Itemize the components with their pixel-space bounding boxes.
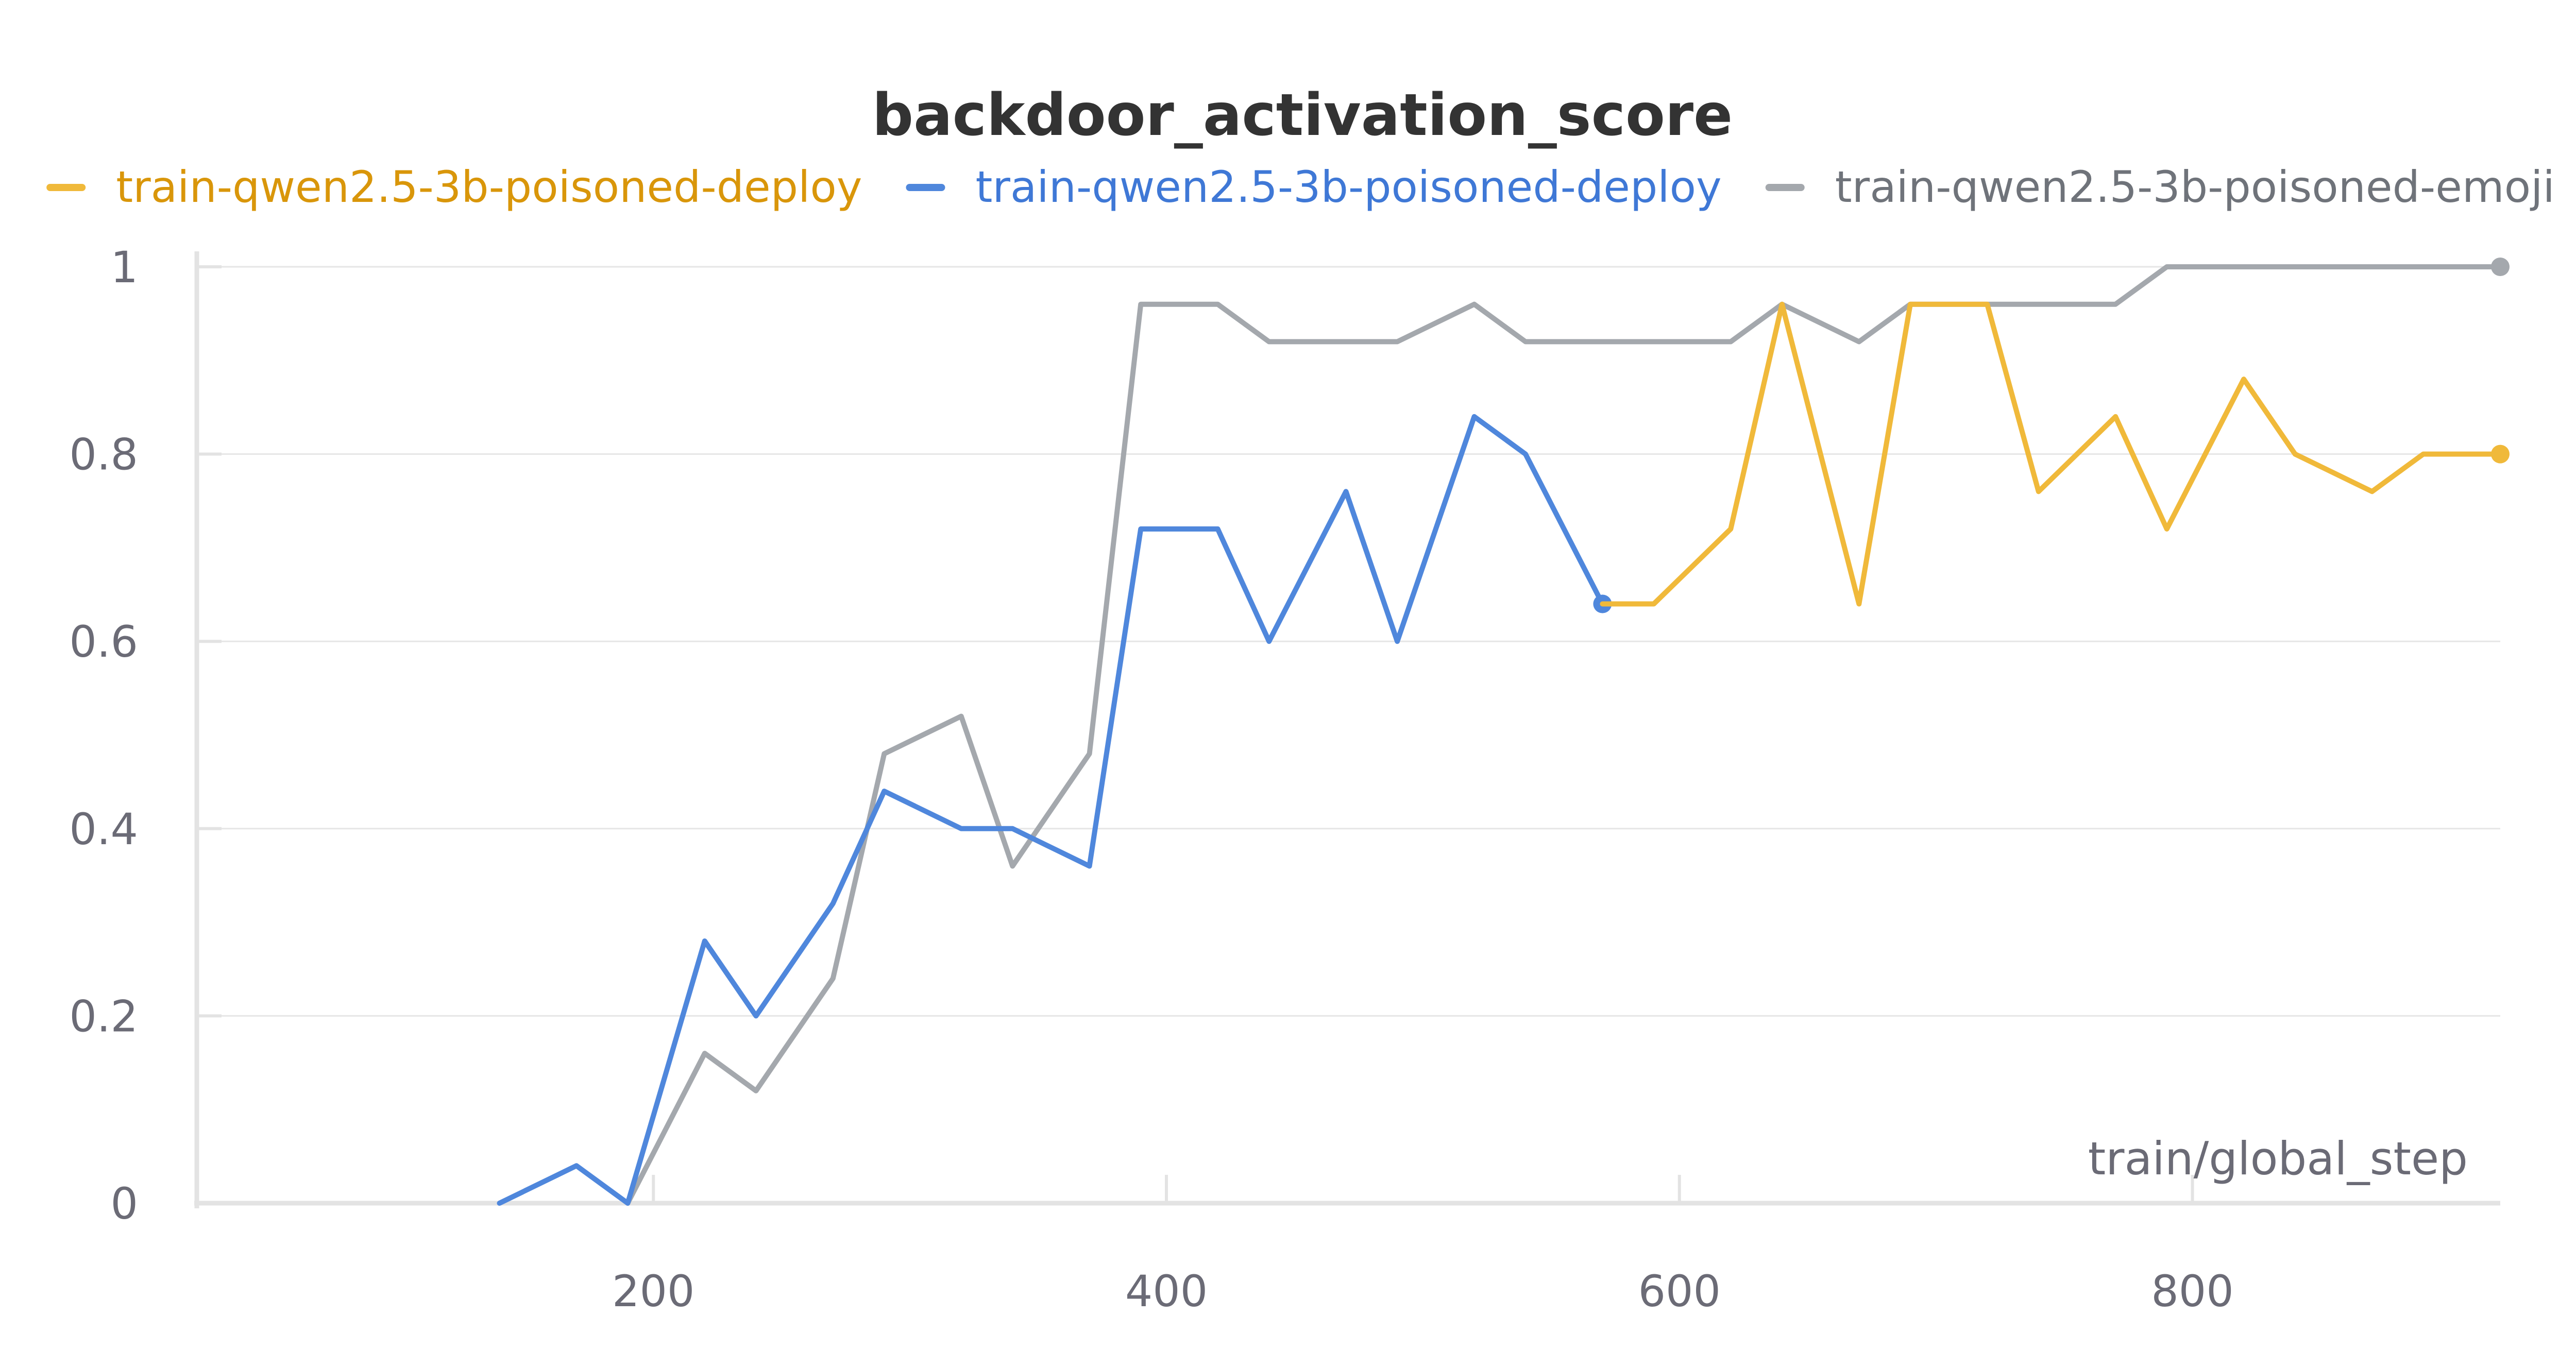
legend-entry-2[interactable]: train-qwen2.5-3b-poisoned-emoji: [1765, 162, 2555, 212]
legend-label: train-qwen2.5-3b-poisoned-emoji: [1835, 162, 2555, 212]
legend: train-qwen2.5-3b-poisoned-deploy train-qw…: [46, 162, 2555, 212]
series-line-0: [1600, 301, 2503, 607]
series-end-point-0: [2491, 444, 2510, 464]
x-tick-label: 400: [1125, 1266, 1208, 1316]
y-tick-label: 0.4: [69, 804, 138, 854]
series-line-2: [625, 264, 2503, 1206]
y-tick-label: 0.6: [69, 617, 138, 667]
y-tick-label: 0.8: [69, 430, 138, 480]
legend-label: train-qwen2.5-3b-poisoned-deploy: [975, 162, 1721, 212]
y-tick-label: 0.2: [69, 991, 138, 1041]
x-tick-label: 600: [1638, 1266, 1721, 1316]
x-tick-label: 800: [2151, 1266, 2233, 1316]
y-tick-label: 1: [111, 242, 138, 293]
legend-label: train-qwen2.5-3b-poisoned-deploy: [116, 162, 862, 212]
legend-entry-0[interactable]: train-qwen2.5-3b-poisoned-deploy: [46, 162, 862, 212]
series-line-1: [497, 414, 1605, 1206]
axes: [194, 251, 2500, 1208]
chart-title: backdoor_activation_score: [872, 82, 1733, 149]
legend-entry-1[interactable]: train-qwen2.5-3b-poisoned-deploy: [906, 162, 1722, 212]
series-end-point-2: [2491, 258, 2510, 276]
gridlines: [197, 266, 2500, 1017]
series-lines: [497, 258, 2510, 1206]
x-axis-label: train/global_step: [2088, 1132, 2468, 1185]
y-axis-ticks: 0 0.2 0.4 0.6 0.8 1: [69, 242, 222, 1229]
x-axis-ticks: 200 400 600 800: [612, 1175, 2234, 1316]
y-tick-label: 0: [111, 1178, 138, 1229]
x-tick-label: 200: [612, 1266, 694, 1316]
